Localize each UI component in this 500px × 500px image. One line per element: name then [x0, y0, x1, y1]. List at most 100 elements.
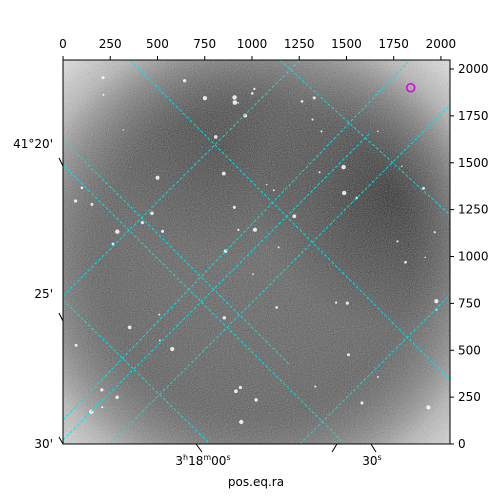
right-tick-label: 750	[458, 296, 481, 310]
star	[424, 256, 426, 259]
star	[115, 395, 119, 399]
ra-seconds-unit: s	[226, 453, 230, 462]
star	[300, 100, 304, 103]
star	[243, 113, 248, 118]
left-axis: 41°20' 25' 30'	[13, 137, 64, 451]
bottom-tick-label: 30s	[362, 453, 381, 468]
star	[396, 240, 399, 243]
x-axis-label: pos.eq.ra	[228, 475, 284, 489]
right-tick-label: 250	[458, 390, 481, 404]
grid-line	[63, 164, 346, 444]
grid-line	[63, 60, 301, 297]
star	[277, 246, 280, 249]
star	[422, 186, 425, 190]
right-tick-label: 1500	[458, 156, 489, 170]
grid-line	[63, 132, 371, 441]
star	[346, 353, 350, 357]
star	[140, 221, 144, 225]
top-tick-label: 1500	[331, 37, 362, 51]
top-tick-label: 2000	[426, 37, 457, 51]
star	[404, 260, 407, 264]
left-tick-mark	[58, 157, 64, 445]
star	[312, 96, 316, 100]
ra-hours: 3	[175, 454, 183, 468]
star	[158, 313, 161, 316]
top-tick-label: 1250	[284, 37, 315, 51]
star	[334, 301, 338, 304]
star	[102, 93, 105, 96]
star	[341, 164, 346, 170]
top-tick-label: 0	[59, 37, 67, 51]
star	[401, 165, 403, 168]
star	[433, 231, 436, 234]
star	[237, 102, 240, 104]
image-area	[63, 60, 450, 444]
grid-line	[63, 139, 291, 366]
bottom-tick-label: 3h18m00s	[175, 453, 230, 468]
star	[115, 229, 120, 234]
star	[111, 242, 115, 246]
grid-line	[63, 299, 211, 444]
star	[158, 339, 161, 342]
star	[250, 92, 254, 95]
left-tick-label: 25'	[34, 287, 53, 301]
ra-seconds-unit: s	[378, 453, 382, 462]
star	[232, 95, 237, 100]
star	[314, 385, 317, 388]
star	[275, 306, 278, 309]
star	[265, 183, 268, 186]
star	[170, 346, 175, 352]
star-field	[73, 76, 439, 425]
star	[234, 389, 238, 394]
top-tick-label: 500	[146, 37, 169, 51]
noise-texture	[63, 60, 450, 444]
top-axis: 0 250 500 750 1000 1250 1500 1750 2000	[59, 37, 456, 60]
ra-seconds: 00	[211, 454, 226, 468]
star	[161, 229, 165, 233]
star	[318, 171, 321, 174]
star	[150, 211, 154, 216]
star	[426, 405, 431, 410]
star	[80, 186, 84, 190]
right-tick-label: 0	[458, 437, 466, 451]
grid-line	[299, 294, 450, 444]
star	[222, 316, 227, 320]
star	[377, 130, 379, 133]
ra-minutes-unit: m	[203, 453, 211, 462]
star	[238, 385, 243, 390]
star	[254, 398, 258, 402]
left-tick-label: 41°20'	[13, 137, 53, 151]
bottom-axis: 3h18m00s 30s pos.eq.ra	[175, 443, 382, 489]
star	[73, 199, 78, 203]
grid-line	[279, 60, 450, 216]
star	[252, 273, 254, 276]
star	[237, 228, 240, 232]
right-tick-label: 2000	[458, 62, 489, 76]
grid-line	[109, 104, 450, 444]
grid-line	[129, 60, 450, 381]
star	[320, 130, 323, 133]
star	[74, 343, 78, 347]
star	[311, 118, 314, 121]
star	[100, 388, 104, 392]
star	[434, 299, 439, 304]
star	[341, 190, 347, 196]
star	[127, 325, 132, 330]
ra-seconds: 30	[362, 454, 377, 468]
top-tick-label: 250	[99, 37, 122, 51]
ra-minutes: 18	[188, 454, 203, 468]
top-tick-label: 750	[193, 37, 216, 51]
right-tick-label: 1750	[458, 109, 489, 123]
right-axis: 0 250 500 750 1000 1250 1500 1750 2000	[450, 62, 489, 451]
right-tick-label: 1250	[458, 203, 489, 217]
right-tick-label: 500	[458, 343, 481, 357]
top-tick-label: 1750	[378, 37, 409, 51]
star	[252, 227, 257, 232]
star	[202, 95, 208, 101]
top-tick-label: 1000	[237, 37, 268, 51]
right-tick-label: 1000	[458, 250, 489, 264]
star	[272, 189, 275, 192]
left-tick-label: 30'	[34, 437, 53, 451]
star	[360, 401, 364, 405]
